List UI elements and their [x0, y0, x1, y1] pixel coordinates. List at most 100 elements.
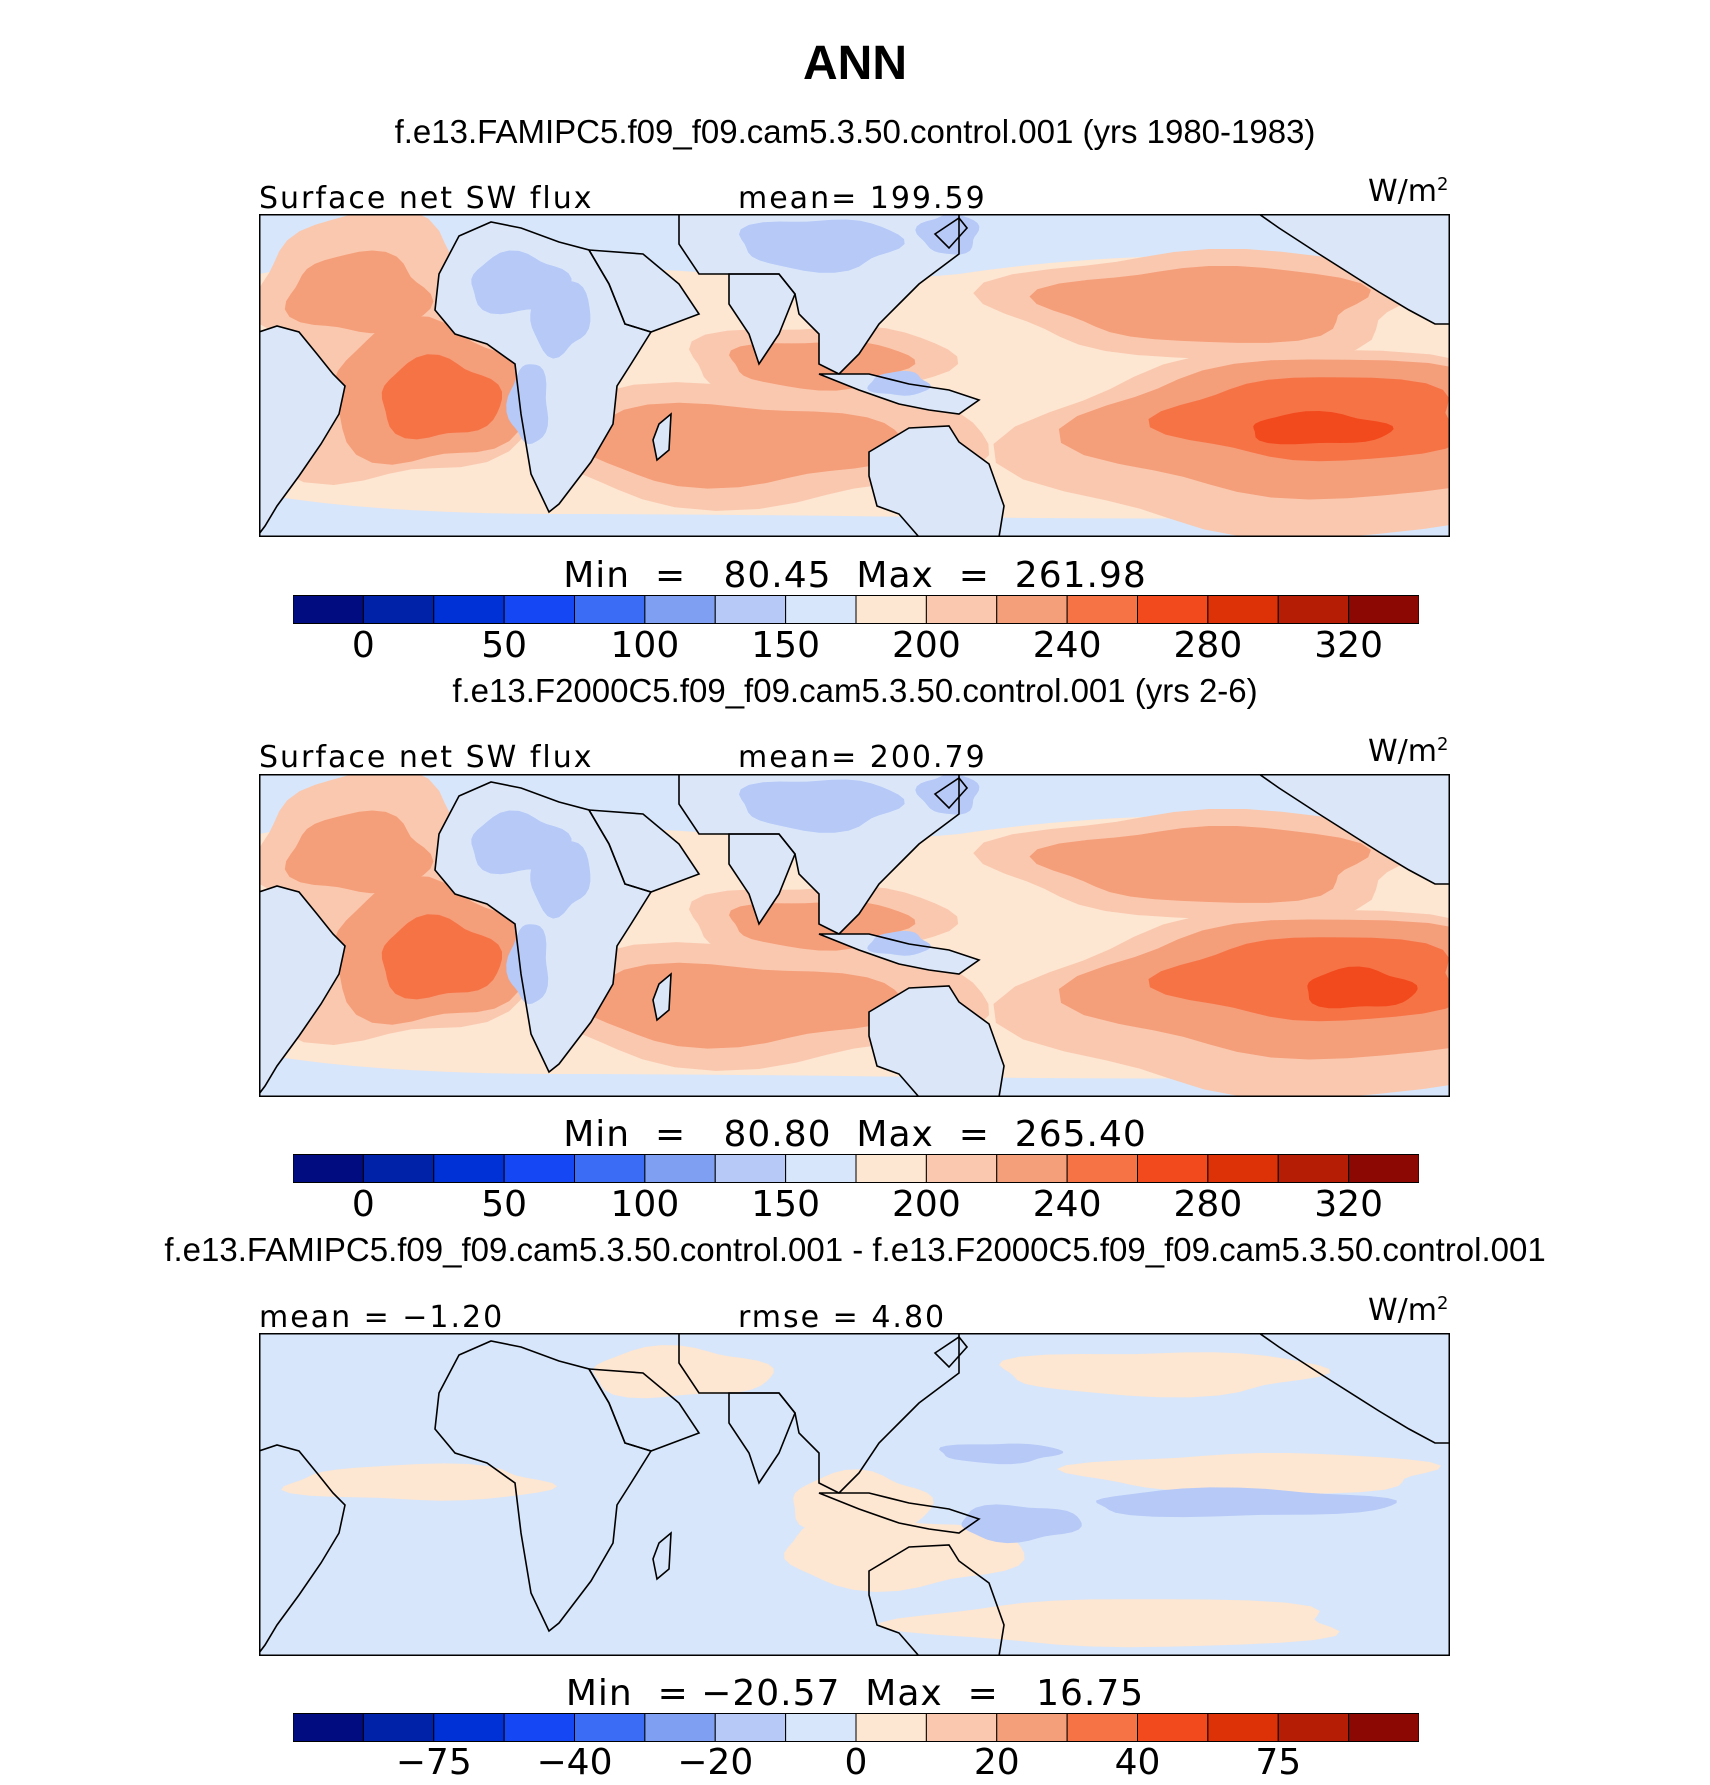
colorbar-tick-label: 0	[351, 625, 375, 666]
colorbar-tick-label: 50	[481, 1184, 528, 1225]
contour-region	[784, 1516, 1025, 1592]
land-fill-asia	[679, 774, 959, 934]
panel-1-colorbar	[293, 595, 1419, 624]
contour-region	[999, 1352, 1331, 1398]
colorbar-box	[996, 1713, 1068, 1742]
land-fill-madagascar	[653, 414, 671, 460]
coastline-madagascar	[652, 1531, 672, 1581]
colorbar-box	[855, 595, 927, 624]
land-fill-namerica	[1259, 774, 1450, 884]
colorbar-box	[433, 1713, 505, 1742]
colorbar-box	[644, 1713, 716, 1742]
land-patch	[530, 272, 591, 359]
panel-1-units: W/m2	[1368, 176, 1448, 207]
contour-region	[593, 1345, 774, 1399]
colorbar-box	[362, 1713, 435, 1742]
coastline-namerica	[1257, 214, 1450, 325]
panel-1-variable-label: Surface net SW flux	[259, 181, 594, 216]
contour-region	[381, 354, 502, 440]
colorbar-tick-label: 0	[351, 1184, 375, 1225]
land-patch	[530, 832, 591, 919]
colorbar-tick-label: 280	[1173, 625, 1243, 666]
colorbar-box	[293, 595, 364, 624]
colorbar-tick-label: −40	[536, 1742, 613, 1783]
contour-region	[1253, 411, 1394, 445]
contour-region	[793, 1469, 934, 1532]
colorbar-box	[574, 1713, 646, 1742]
colorbar-box	[1348, 1154, 1419, 1183]
land-fill-southamerica	[259, 886, 345, 1094]
colorbar-tick-label: 40	[1114, 1742, 1161, 1783]
panel-2-units: W/m2	[1368, 736, 1448, 767]
contour-region	[1057, 1453, 1442, 1494]
contour-region	[281, 1463, 558, 1501]
coastline-asia	[678, 1333, 960, 1494]
colorbar-tick-label: 200	[892, 1184, 961, 1225]
colorbar-box	[644, 595, 716, 624]
colorbar-box	[1348, 595, 1419, 624]
contour-region	[1029, 826, 1371, 903]
colorbar-tick-label: 75	[1255, 1742, 1302, 1783]
colorbar-box	[644, 1154, 716, 1183]
colorbar-tick-label: 200	[892, 625, 961, 666]
colorbar-box	[714, 595, 787, 624]
colorbar-tick-label: 150	[751, 625, 820, 666]
colorbar-box	[925, 1713, 998, 1742]
colorbar-tick-label: 50	[481, 625, 528, 666]
colorbar-tick-label: 150	[751, 1184, 820, 1225]
colorbar-tick-label: 100	[610, 1184, 680, 1225]
main-title: ANN	[803, 37, 907, 90]
coastline-indonesia	[818, 933, 981, 975]
panel-2-case-title: f.e13.F2000C5.f09_f09.cam5.3.50.control.…	[452, 672, 1258, 709]
map-frame	[259, 214, 1450, 537]
coastline-madagascar	[652, 412, 672, 462]
coastline-africa	[434, 221, 653, 514]
colorbar-box	[1137, 1713, 1209, 1742]
coastline-arabia	[587, 249, 701, 333]
coastline-asia	[678, 214, 960, 375]
colorbar-box	[293, 1713, 364, 1742]
coastline-madagascar	[652, 972, 672, 1022]
land-fill-india	[729, 834, 795, 924]
colorbar-tick-label: −20	[677, 1742, 754, 1783]
panel-2-colorbar	[293, 1154, 1419, 1183]
colorbar-box	[996, 1154, 1068, 1183]
contour-region	[1096, 1487, 1397, 1518]
coastline-southamerica	[259, 325, 346, 536]
colorbar-box	[785, 595, 857, 624]
panel-1-map	[259, 214, 1450, 537]
colorbar-box	[574, 595, 646, 624]
coastline-japan	[933, 776, 969, 810]
colorbar-box	[1277, 1713, 1350, 1742]
colorbar-box	[293, 1154, 364, 1183]
colorbar-tick-label: −75	[395, 1742, 472, 1783]
colorbar-box	[1066, 1154, 1139, 1183]
panel-1-units-base: W/m	[1368, 174, 1437, 209]
colorbar-box	[855, 1713, 927, 1742]
land-fill-southamerica	[259, 326, 345, 534]
land-fill-madagascar	[653, 974, 671, 1020]
panel-2-units-sup: 2	[1437, 734, 1449, 755]
colorbar-tick-label: 100	[610, 625, 680, 666]
land-fill-india	[729, 274, 795, 364]
colorbar-box	[1066, 1713, 1139, 1742]
colorbar-box	[785, 1713, 857, 1742]
colorbar-box	[1348, 1713, 1419, 1742]
coastline-africa	[434, 1340, 653, 1633]
panel-1-mean-label: mean= 199.59	[738, 181, 987, 216]
colorbar-box	[714, 1154, 787, 1183]
colorbar-box	[714, 1713, 787, 1742]
panel-2-map	[259, 774, 1450, 1097]
colorbar-tick-label: 320	[1314, 1184, 1383, 1225]
colorbar-box	[785, 1154, 857, 1183]
land-fill-namerica	[1259, 214, 1450, 324]
coastline-indonesia	[818, 373, 981, 415]
colorbar-box	[1277, 595, 1350, 624]
panel-3-map	[259, 1333, 1450, 1656]
panel-3-units-base: W/m	[1368, 1293, 1437, 1328]
colorbar-box	[1137, 595, 1209, 624]
colorbar-box	[503, 595, 576, 624]
panel-3-colorbar-labels: −75 −40 −20 0 20 40 75	[0, 1745, 1710, 1785]
colorbar-box	[362, 595, 435, 624]
coastline-japan	[933, 1335, 969, 1369]
